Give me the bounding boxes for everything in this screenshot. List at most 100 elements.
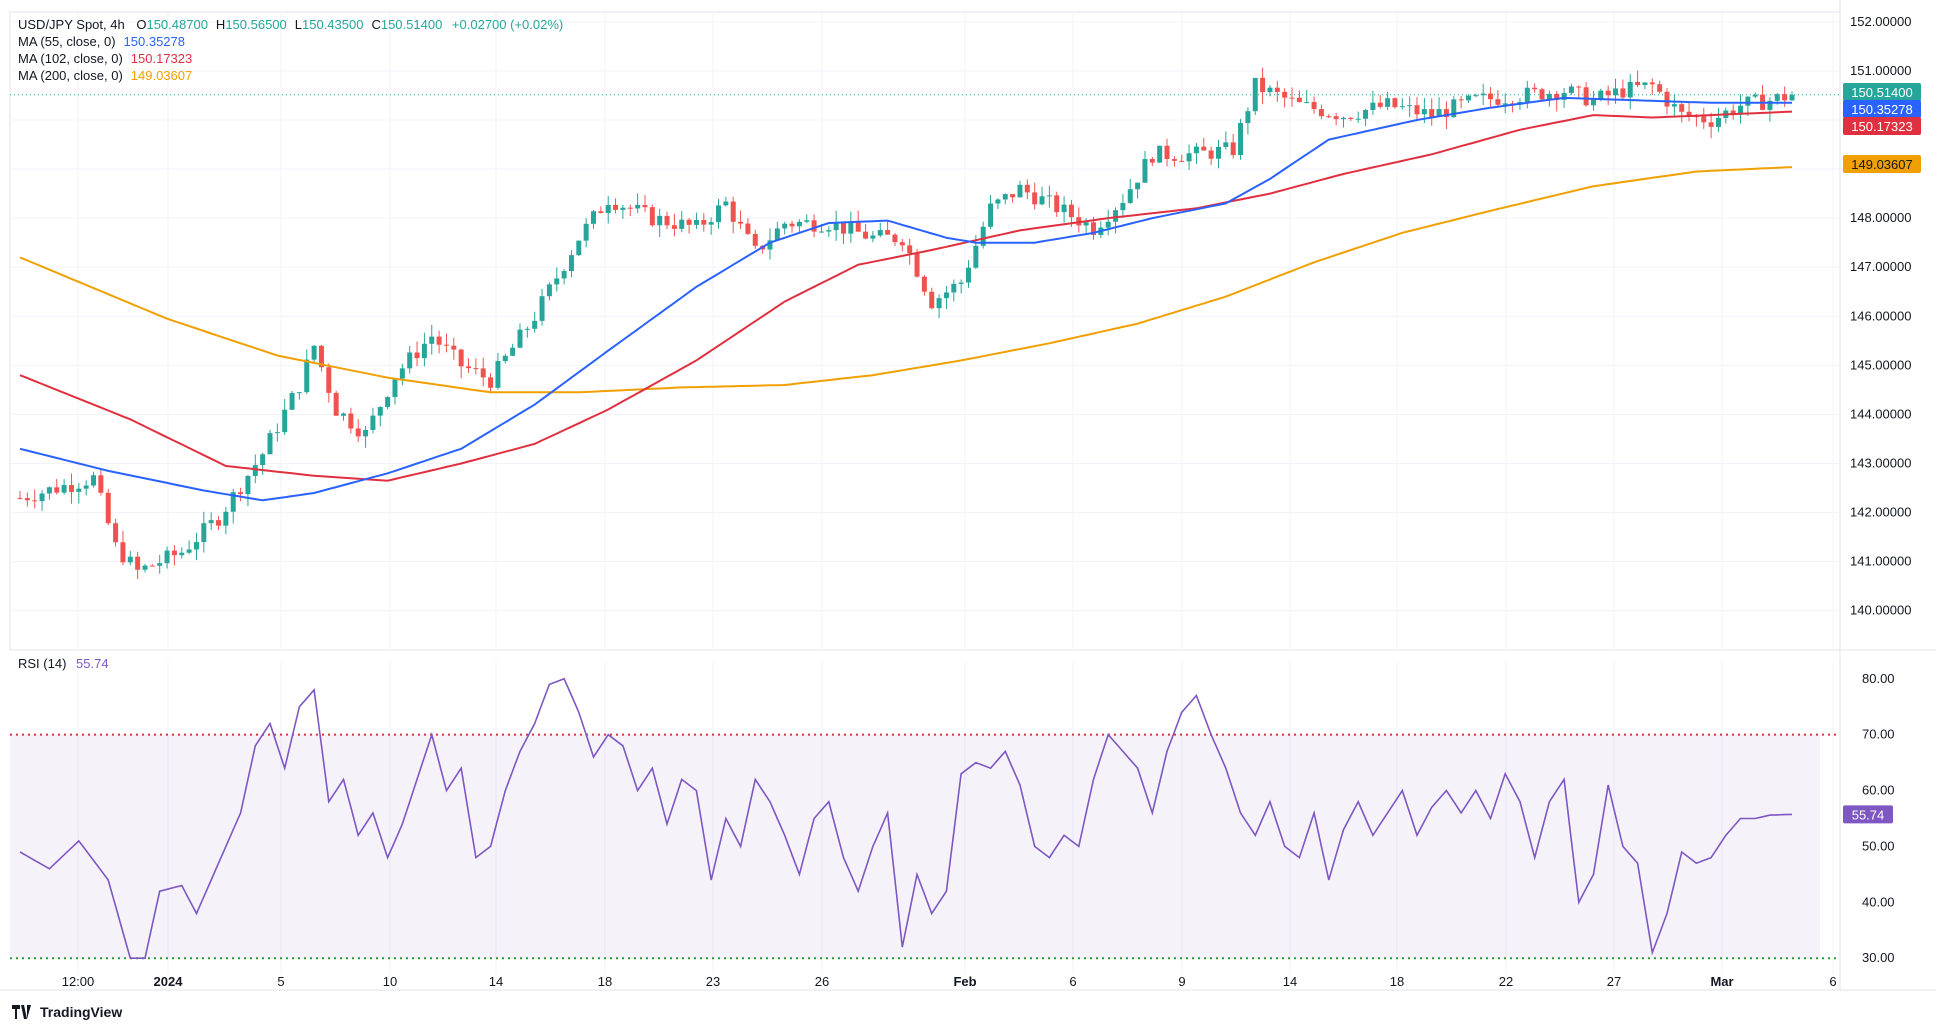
candle [171, 545, 177, 566]
indicator-row-2[interactable]: MA (200, close, 0) 149.03607 [18, 67, 563, 84]
time-tick-label: 2024 [154, 974, 184, 989]
candle [1576, 85, 1582, 98]
price-tag: 150.17323 [1843, 117, 1921, 135]
candle [91, 471, 97, 488]
candle [1708, 112, 1714, 139]
candle [1738, 94, 1744, 124]
candle [1532, 83, 1538, 93]
candle [752, 229, 758, 249]
candle [1355, 111, 1361, 123]
brand[interactable]: TradingView [12, 1004, 122, 1020]
candle [738, 210, 744, 230]
candle [1032, 182, 1038, 210]
indicator-label: MA (102, close, 0) [18, 51, 123, 66]
rsi-tick-label: 70.00 [1862, 727, 1895, 742]
candle [1061, 196, 1067, 223]
ohlc-c: C150.51400 [371, 17, 443, 32]
candle [414, 341, 420, 367]
candle [1105, 209, 1111, 236]
indicator-row-0[interactable]: MA (55, close, 0) 150.35278 [18, 33, 563, 50]
candle [1473, 93, 1479, 98]
rsi-label[interactable]: RSI (14) [18, 656, 67, 671]
candle [642, 195, 648, 213]
candle [899, 238, 905, 252]
candle [1502, 93, 1508, 114]
svg-text:149.03607: 149.03607 [1851, 157, 1912, 172]
candle [1311, 96, 1317, 114]
ohlc-l: L150.43500 [294, 17, 364, 32]
indicator-row-1[interactable]: MA (102, close, 0) 150.17323 [18, 50, 563, 67]
candle [1590, 91, 1596, 111]
candle [1789, 91, 1795, 101]
candle [627, 204, 633, 217]
price-tick-label: 140.00000 [1850, 603, 1911, 618]
ohlc-h: H150.56500 [215, 17, 287, 32]
candle [1701, 107, 1707, 129]
candle [341, 412, 347, 421]
candle [304, 349, 310, 394]
candle [1017, 180, 1023, 198]
price-tick-label: 141.00000 [1850, 554, 1911, 569]
price-tick-label: 152.00000 [1850, 14, 1911, 29]
candle [1208, 146, 1214, 165]
candle [965, 260, 971, 288]
candle [539, 288, 545, 326]
candle [1010, 194, 1016, 203]
candle [1377, 94, 1383, 109]
candle [1002, 193, 1008, 205]
candle [1127, 178, 1133, 205]
candle [201, 511, 207, 553]
candle [532, 311, 538, 333]
candle [149, 564, 155, 567]
candle [1657, 80, 1663, 94]
candle [1671, 94, 1677, 116]
candle [157, 554, 163, 574]
candle [1267, 85, 1273, 97]
candle [17, 490, 23, 500]
candle [1318, 104, 1324, 120]
candle [598, 206, 604, 214]
candle [1223, 131, 1229, 150]
candle [458, 348, 464, 379]
candle [943, 286, 949, 310]
candle [238, 487, 244, 502]
svg-text:55.74: 55.74 [1852, 807, 1885, 822]
indicator-value: 150.35278 [123, 34, 185, 49]
candle [1458, 95, 1464, 109]
moving-averages [19, 96, 1793, 502]
candle [1120, 194, 1126, 218]
candle [1054, 191, 1060, 217]
time-tick-label: 14 [1283, 974, 1297, 989]
candle [510, 343, 516, 357]
time-tick-label: 14 [489, 974, 503, 989]
brand-name: TradingView [40, 1004, 123, 1020]
indicator-value: 149.03607 [130, 68, 193, 83]
candle [1752, 92, 1758, 99]
candle [1429, 98, 1435, 126]
price-tick-label: 142.00000 [1850, 505, 1911, 520]
price-tick-label: 143.00000 [1850, 456, 1911, 471]
candle [76, 483, 82, 504]
candle [495, 352, 501, 390]
candle [980, 221, 986, 249]
tradingview-logo-icon [12, 1005, 31, 1019]
candle [333, 390, 339, 416]
time-tick-label: 6 [1069, 974, 1076, 989]
candle [546, 282, 552, 301]
rsi-band [10, 94, 1840, 960]
symbol-label[interactable]: USD/JPY Spot, 4h [18, 17, 125, 32]
candle [289, 390, 295, 411]
time-tick-label: Feb [953, 974, 976, 989]
candle [1568, 83, 1574, 95]
candle [877, 222, 883, 238]
time-tick-label: 6 [1829, 974, 1836, 989]
candle [392, 378, 398, 405]
candle [1414, 97, 1420, 122]
candle [730, 196, 736, 234]
candle [436, 330, 442, 354]
candle [929, 287, 935, 310]
candle [24, 492, 30, 507]
candle [1260, 67, 1266, 105]
candle [848, 211, 854, 243]
